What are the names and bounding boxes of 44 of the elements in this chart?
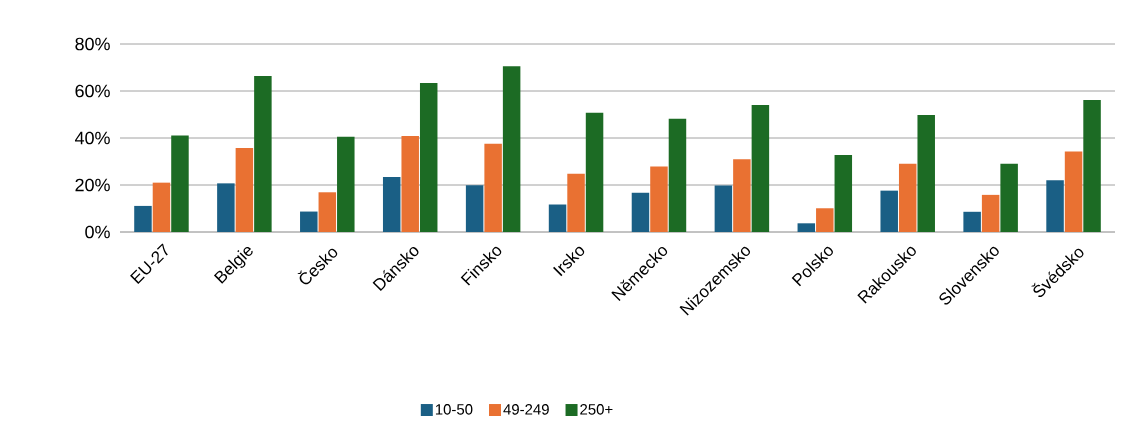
- bar: [401, 135, 419, 232]
- bar: [465, 185, 484, 232]
- legend-label: 250+: [580, 404, 613, 415]
- y-tick-label: 0%: [85, 225, 110, 239]
- bar: [548, 204, 567, 232]
- bar: [171, 135, 189, 232]
- bar: [585, 112, 604, 232]
- y-tick-label: 40%: [75, 131, 110, 145]
- bar: [419, 83, 438, 232]
- bar: [300, 211, 318, 232]
- bar: [152, 182, 171, 232]
- bar: [751, 105, 770, 232]
- bar: [1000, 163, 1018, 232]
- bar: [834, 154, 853, 232]
- bar: [963, 211, 981, 232]
- bar: [1064, 151, 1083, 232]
- bar: [337, 136, 355, 232]
- bar: [668, 118, 687, 232]
- bar: [235, 148, 254, 232]
- bar: [816, 208, 834, 232]
- bar: [981, 194, 1000, 232]
- bar: [650, 166, 668, 232]
- bar: [917, 114, 935, 232]
- y-tick-label: 60%: [75, 84, 110, 98]
- bar: [382, 177, 401, 232]
- bar: [880, 190, 898, 232]
- bar: [631, 192, 650, 232]
- bar: [1083, 99, 1101, 232]
- bar: [484, 143, 502, 232]
- bar: [318, 192, 337, 232]
- y-tick-label: 20%: [75, 178, 110, 192]
- bar: [567, 173, 585, 232]
- bar: [254, 75, 272, 232]
- bar: [1046, 180, 1064, 232]
- bar: [502, 66, 521, 232]
- bar: [898, 163, 917, 232]
- bar: [217, 183, 235, 232]
- legend-label: 10-50: [435, 404, 473, 415]
- bar: [714, 185, 733, 232]
- bar: [134, 205, 152, 232]
- bar: [797, 223, 816, 232]
- bar: [733, 159, 751, 232]
- legend-label: 49-249: [503, 404, 549, 415]
- y-tick-label: 80%: [75, 37, 110, 51]
